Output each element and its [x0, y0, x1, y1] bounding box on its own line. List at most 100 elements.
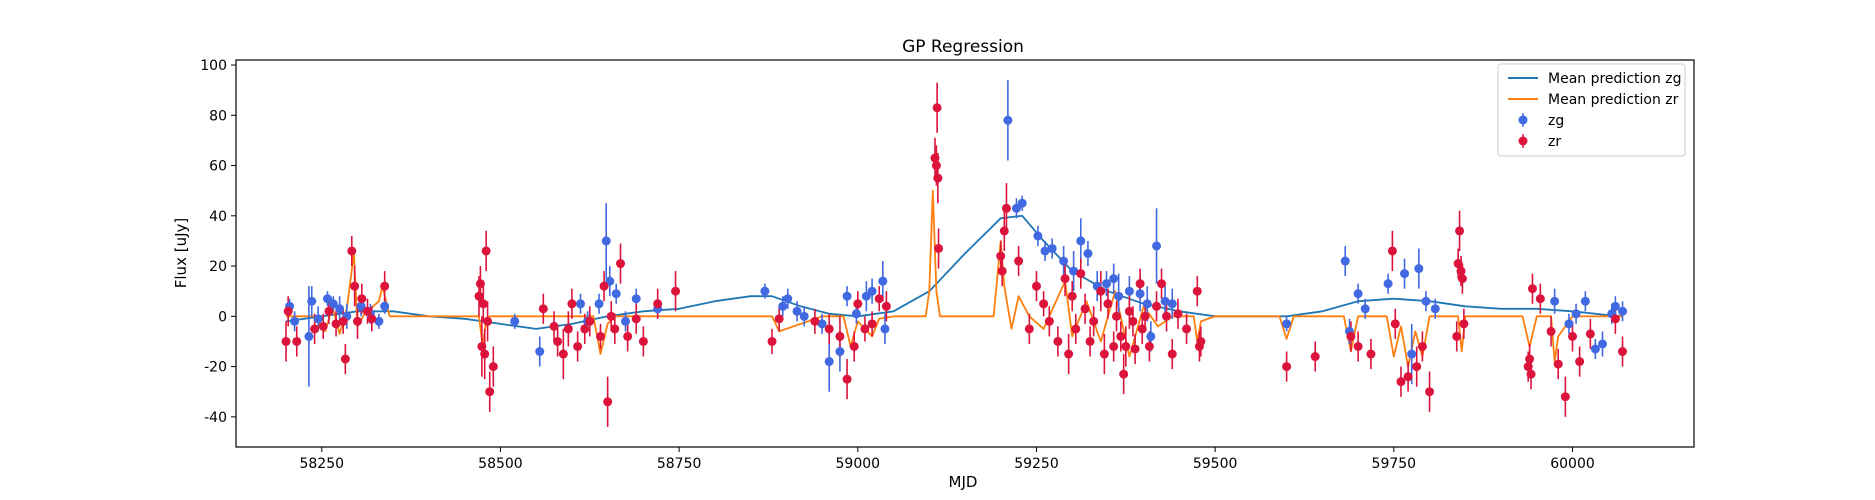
zr-point: [610, 324, 620, 334]
series-line-mean-prediction-zg: [285, 214, 1623, 330]
x-axis-label: MJD: [949, 473, 978, 491]
zg-point: [611, 289, 621, 299]
zr-point: [567, 299, 577, 309]
zr-point: [1152, 301, 1162, 311]
zr-point: [1396, 377, 1406, 387]
zr-point: [599, 281, 609, 291]
y-axis: -40 -20 0 20 40 60 80 100: [200, 58, 236, 426]
zr-point: [1124, 306, 1134, 316]
zg-point: [1414, 264, 1424, 274]
zr-point: [1182, 324, 1192, 334]
zg-point: [290, 316, 300, 326]
zr-point: [1071, 324, 1081, 334]
zg-point: [1069, 266, 1079, 276]
zg-point: [824, 357, 834, 367]
zr-point: [475, 279, 485, 289]
zg-point: [1109, 274, 1119, 284]
zg-point: [621, 316, 631, 326]
zr-point: [474, 291, 484, 301]
zg-point: [510, 316, 520, 326]
zr-point: [824, 324, 834, 334]
zr-point: [623, 331, 633, 341]
zr-point: [1144, 341, 1154, 351]
zr-point: [1031, 281, 1041, 291]
zr-point: [281, 336, 291, 346]
zg-point: [1353, 289, 1363, 299]
zr-point: [606, 311, 616, 321]
zr-point: [1459, 319, 1469, 329]
zr-point: [1089, 316, 1099, 326]
zr-point: [671, 286, 681, 296]
zr-point: [810, 316, 820, 326]
zr-point: [310, 324, 320, 334]
zr-point: [1568, 331, 1577, 341]
zr-point: [350, 281, 360, 291]
zr-point: [331, 319, 341, 329]
zg-point: [304, 331, 314, 341]
zr-point: [842, 374, 852, 384]
zr-point: [1346, 331, 1356, 341]
zg-point: [835, 347, 845, 357]
zr-point: [853, 299, 863, 309]
zg-point: [535, 347, 545, 357]
zr-point: [580, 324, 590, 334]
zr-point: [881, 301, 891, 311]
zr-point: [653, 299, 663, 309]
zg-point: [792, 306, 802, 316]
zr-point: [380, 281, 390, 291]
zg-point: [1590, 344, 1600, 354]
zg-point: [1102, 279, 1112, 289]
y-tick-label: 100: [200, 58, 227, 74]
zr-point: [930, 153, 940, 163]
zr-point: [538, 304, 548, 314]
legend-zr-marker: [1518, 136, 1528, 146]
zg-point: [1033, 231, 1043, 241]
zr-point: [563, 324, 573, 334]
zr-point: [1425, 387, 1435, 397]
zg-point: [335, 304, 345, 314]
legend-zg-marker: [1518, 115, 1528, 125]
zr-point: [347, 246, 357, 256]
zg-point: [1282, 319, 1292, 329]
zr-point: [999, 226, 1009, 236]
zr-point: [1103, 299, 1113, 309]
zr-point: [549, 321, 559, 331]
zr-point: [283, 306, 293, 316]
zr-point: [1085, 336, 1095, 346]
zr-point: [638, 336, 648, 346]
zr-point: [553, 336, 563, 346]
zr-point: [1560, 392, 1570, 402]
zg-point: [783, 294, 793, 304]
zg-point: [1430, 304, 1440, 314]
zr-point: [1067, 291, 1077, 301]
y-tick-label: 80: [209, 108, 227, 124]
zg-point: [1167, 299, 1177, 309]
zr-point: [1001, 203, 1011, 213]
zg-point: [1083, 249, 1093, 258]
x-tick-label: 59250: [1014, 456, 1059, 472]
zg-point: [1124, 286, 1134, 296]
zr-point: [933, 173, 943, 183]
zr-point: [485, 387, 495, 397]
zg-point: [1152, 241, 1162, 251]
zg-point: [760, 286, 770, 296]
zr-point: [1526, 369, 1536, 379]
zr-point: [483, 316, 493, 326]
zr-point: [1525, 354, 1535, 364]
zg-point: [778, 301, 788, 311]
zg-point: [799, 311, 809, 321]
zr-point: [997, 266, 1007, 276]
zr-point: [292, 336, 302, 346]
zr-point: [1128, 316, 1138, 326]
zg-point: [1017, 198, 1027, 208]
zr-point: [1064, 349, 1074, 359]
y-tick-label: -40: [204, 410, 227, 426]
zg-point: [313, 314, 323, 324]
zr-point: [1116, 331, 1126, 341]
zg-point: [1146, 331, 1156, 341]
zr-point: [774, 314, 784, 324]
zr-point: [338, 316, 348, 326]
zg-point: [601, 236, 611, 246]
zg-point: [867, 286, 877, 296]
y-axis-label: Flux [uJy]: [172, 218, 190, 288]
